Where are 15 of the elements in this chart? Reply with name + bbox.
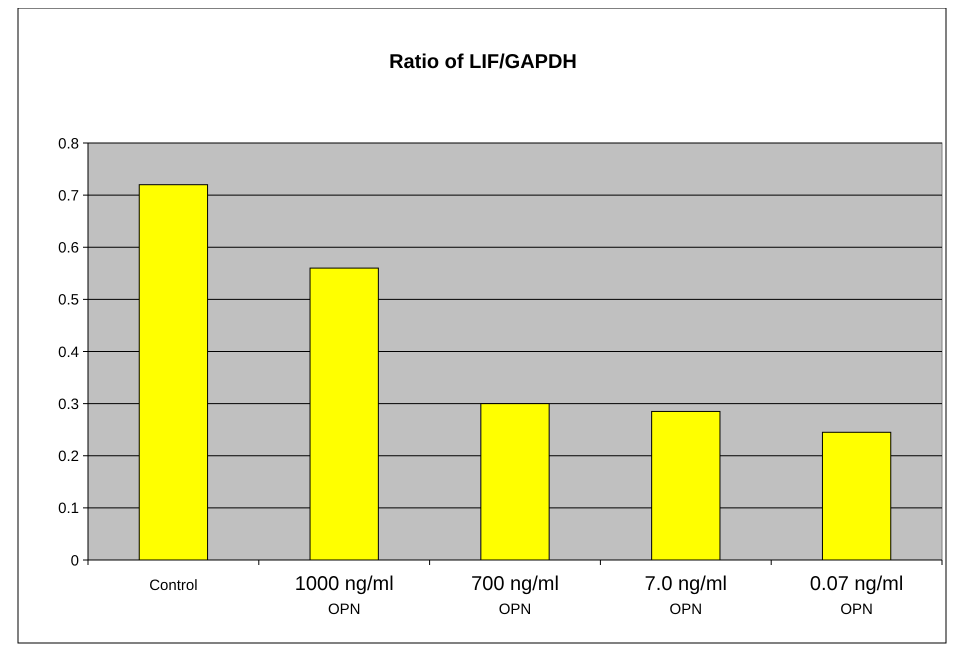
y-tick-label: 0.3 [58,396,79,413]
y-tick-label: 0.2 [58,448,79,465]
y-tick-label: 0.8 [58,135,79,152]
x-tick-label: Control [149,577,198,594]
x-tick-label: 0.07 ng/ml OPN [810,573,904,618]
x-tick-label: 1000 ng/ml OPN [294,573,394,618]
x-tick-label: 7.0 ng/ml OPN [644,573,727,618]
y-tick-label: 0 [70,552,79,570]
y-tick-label: 0.4 [58,344,79,361]
y-tick-label: 0.1 [58,500,79,518]
y-tick-label: 0.7 [58,187,79,204]
x-tick-label: 700 ng/ml OPN [471,573,559,618]
chart-title: Ratio of LIF/GAPDH [389,51,577,73]
y-tick-label: 0.6 [58,240,79,256]
y-tick-label: 0.5 [58,292,79,309]
